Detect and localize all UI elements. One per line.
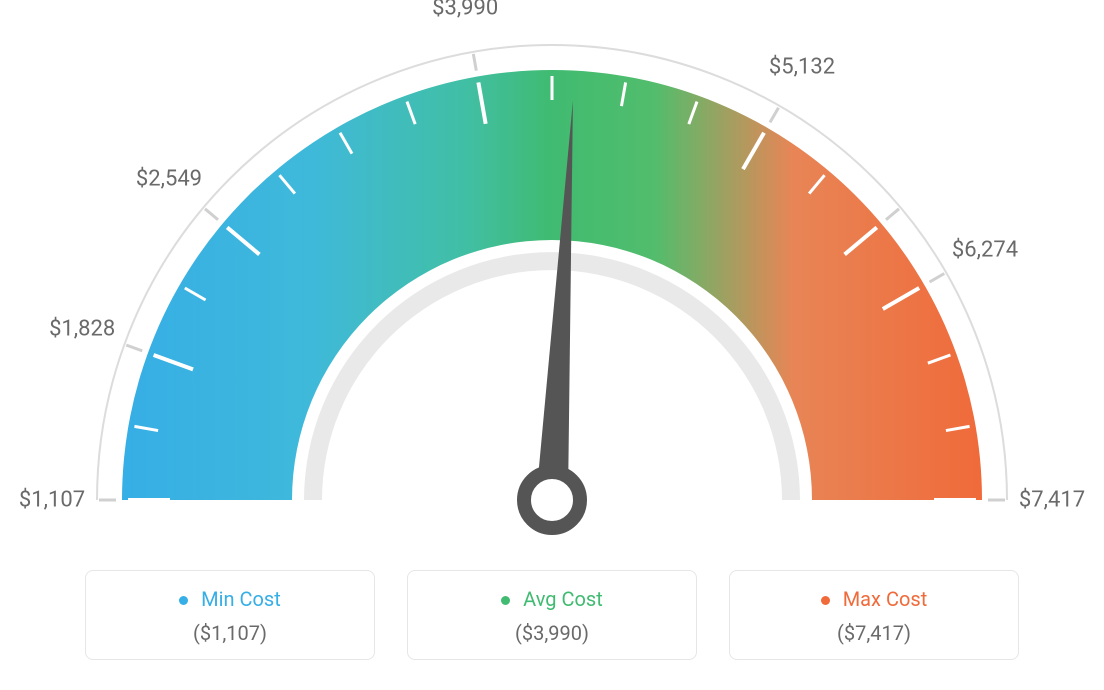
legend-value: ($3,990) bbox=[420, 621, 684, 645]
gauge-tick-label: $2,549 bbox=[136, 166, 202, 191]
legend-title-avg: Avg Cost bbox=[420, 587, 684, 611]
legend-card-avg: Avg Cost ($3,990) bbox=[407, 570, 697, 660]
legend-value: ($7,417) bbox=[742, 621, 1006, 645]
legend-value: ($1,107) bbox=[98, 621, 362, 645]
dot-icon bbox=[501, 596, 510, 605]
legend-title-max: Max Cost bbox=[742, 587, 1006, 611]
legend-label: Avg Cost bbox=[523, 587, 603, 611]
gauge-tick-label: $7,417 bbox=[1019, 488, 1085, 513]
legend-card-min: Min Cost ($1,107) bbox=[85, 570, 375, 660]
dot-icon bbox=[179, 596, 188, 605]
legend-label: Min Cost bbox=[201, 587, 281, 611]
dot-icon bbox=[821, 596, 830, 605]
legend-title-min: Min Cost bbox=[98, 587, 362, 611]
gauge-tick-label: $5,132 bbox=[769, 54, 835, 79]
legend-label: Max Cost bbox=[843, 587, 928, 611]
cost-gauge: $1,107 $1,828 $2,549 $3,990 $5,132 $6,274 $7,4… bbox=[0, 0, 1104, 550]
gauge-tick-label: $3,990 bbox=[432, 0, 498, 20]
gauge-tick-label: $1,107 bbox=[19, 488, 85, 513]
gauge-tick-label: $1,828 bbox=[49, 316, 115, 341]
legend-card-max: Max Cost ($7,417) bbox=[729, 570, 1019, 660]
gauge-svg bbox=[0, 0, 1104, 560]
gauge-tick-label: $6,274 bbox=[952, 238, 1018, 263]
legend-row: Min Cost ($1,107) Avg Cost ($3,990) Max … bbox=[0, 570, 1104, 660]
